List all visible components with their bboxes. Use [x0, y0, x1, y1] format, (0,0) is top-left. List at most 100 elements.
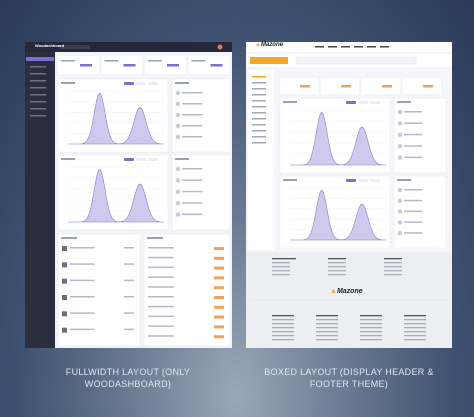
- footer-line: [384, 266, 402, 268]
- text-line: [148, 335, 174, 337]
- footer-line: [316, 327, 338, 329]
- text-line: [404, 210, 423, 213]
- footer-line: [272, 274, 290, 276]
- caption-line: FOOTER THEME): [309, 379, 389, 389]
- stat-card: [321, 78, 359, 94]
- text-line: [70, 279, 95, 282]
- text-line: [182, 168, 203, 170]
- text-line: [182, 179, 203, 181]
- footer-line: [316, 319, 338, 321]
- footer-line: [316, 331, 338, 333]
- text-line: [148, 296, 174, 298]
- footer-line: [360, 323, 382, 325]
- text-line: [404, 221, 423, 223]
- tab: [370, 179, 380, 182]
- avatar: [397, 132, 403, 137]
- text-line: [404, 133, 423, 136]
- panel-title: [397, 179, 411, 181]
- avatar: [397, 155, 403, 160]
- stat-label: [104, 60, 119, 62]
- area-curve: [290, 111, 386, 166]
- badge: [214, 286, 224, 290]
- thumb: [62, 246, 67, 251]
- footer-brand-text: Mazone: [336, 288, 363, 295]
- footer-line: [404, 339, 426, 341]
- badge: [214, 296, 224, 299]
- footer-line: [328, 266, 346, 268]
- logo-mark: ▲: [330, 288, 337, 295]
- panel-title: [175, 82, 189, 84]
- text-line: [124, 247, 134, 249]
- footer-line: [272, 315, 294, 317]
- footer-line: [272, 258, 296, 260]
- panel-title: [61, 82, 75, 84]
- sidebar: [25, 52, 55, 348]
- text-line: [124, 263, 134, 265]
- avatar: [175, 212, 181, 217]
- footer-line: [316, 339, 338, 341]
- avatar: [397, 209, 403, 214]
- menu-item: [367, 46, 376, 48]
- text-line: [148, 276, 174, 278]
- footer-line: [272, 262, 290, 264]
- footer-line: [360, 335, 382, 337]
- footer-line: [272, 335, 294, 337]
- panel-title: [283, 179, 297, 181]
- badge: [214, 256, 224, 260]
- stat-value: [300, 85, 310, 88]
- badge: [214, 335, 224, 339]
- avatar: [397, 121, 403, 126]
- text-line: [148, 247, 174, 249]
- text-line: [70, 247, 95, 249]
- thumb: [62, 295, 67, 300]
- text-line: [70, 296, 95, 298]
- nav-item: [30, 108, 46, 110]
- footer-line: [360, 315, 382, 317]
- menu-item: [380, 46, 389, 48]
- footer-line: [384, 262, 402, 264]
- nav-item: [252, 94, 266, 96]
- stat-card: [362, 78, 400, 94]
- nav-active: [26, 57, 54, 61]
- text-line: [124, 296, 134, 298]
- logo-mark: ▲: [255, 42, 261, 48]
- footer-line: [328, 270, 346, 272]
- text-line: [404, 232, 423, 234]
- footer-line: [272, 319, 294, 321]
- stat-card: [145, 56, 186, 74]
- avatar: [397, 220, 403, 225]
- text-line: [124, 328, 134, 331]
- sidebar: [248, 70, 274, 250]
- stat-card: [188, 56, 230, 74]
- text-line: [182, 92, 203, 94]
- avatar: [175, 101, 181, 107]
- search: [60, 45, 90, 49]
- footer-line: [272, 266, 290, 268]
- avatar: [397, 144, 403, 149]
- panel-title: [61, 158, 75, 160]
- stat-value: [210, 64, 223, 67]
- nav-item: [30, 94, 46, 96]
- right-brand-text: Mazone: [260, 42, 283, 48]
- footer-line: [360, 319, 382, 321]
- stat-value: [123, 64, 136, 67]
- tab: [136, 82, 146, 85]
- thumb: [62, 278, 67, 284]
- nav-item: [30, 80, 46, 82]
- text-line: [148, 305, 174, 308]
- text-line: [404, 189, 423, 191]
- footer-line: [384, 274, 402, 276]
- footer-line: [404, 331, 426, 333]
- thumb: [62, 311, 67, 317]
- stat-value: [341, 85, 351, 88]
- search: [295, 56, 417, 65]
- panel-title: [283, 101, 297, 103]
- stat-card: [403, 78, 441, 94]
- tab: [136, 158, 146, 161]
- text-line: [148, 256, 174, 259]
- text-line: [148, 266, 174, 269]
- text-line: [182, 213, 203, 216]
- footer-line: [404, 315, 426, 317]
